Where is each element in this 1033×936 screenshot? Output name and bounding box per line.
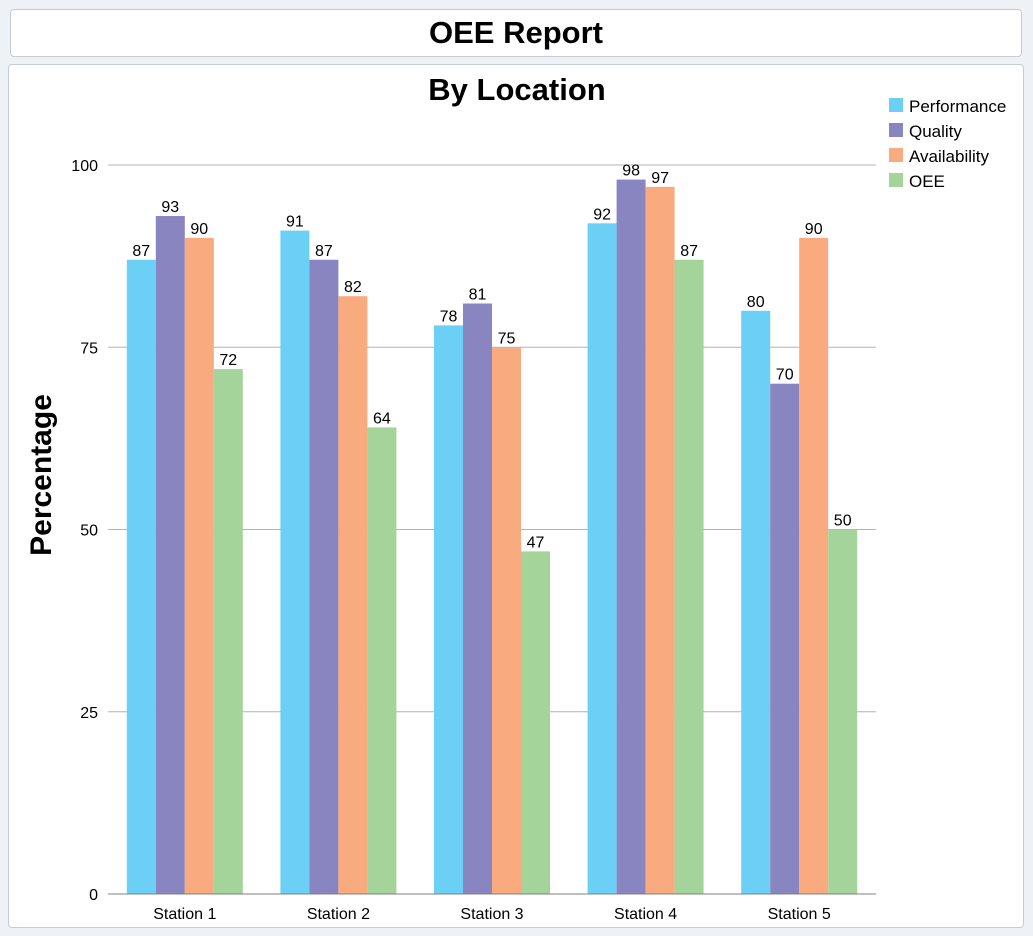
legend-label-availability: Availability xyxy=(909,147,990,166)
y-tick-label: 25 xyxy=(80,705,98,722)
legend-swatch-quality xyxy=(889,123,903,137)
y-tick-label: 50 xyxy=(80,523,98,540)
data-label: 80 xyxy=(747,294,765,311)
data-label: 91 xyxy=(286,214,304,231)
data-label: 90 xyxy=(190,221,208,238)
bar-quality[interactable] xyxy=(155,216,185,894)
bar-oee[interactable] xyxy=(828,529,858,895)
data-label: 90 xyxy=(805,221,823,238)
legend-label-oee: OEE xyxy=(909,172,945,191)
data-label: 87 xyxy=(315,243,333,260)
data-label: 47 xyxy=(527,534,545,551)
y-axis-title: Percentage xyxy=(25,394,58,556)
data-label: 81 xyxy=(469,287,487,304)
bar-performance[interactable] xyxy=(280,230,310,895)
bars xyxy=(126,179,858,895)
legend-label-performance: Performance xyxy=(909,97,1006,116)
data-label: 87 xyxy=(680,243,698,260)
bar-oee[interactable] xyxy=(521,551,550,894)
bar-performance[interactable] xyxy=(434,325,463,894)
bar-availability[interactable] xyxy=(645,186,675,894)
bar-performance[interactable] xyxy=(587,223,617,894)
report-header: OEE Report xyxy=(10,9,1022,57)
report-title: OEE Report xyxy=(429,15,603,50)
data-label: 92 xyxy=(593,206,611,223)
bar-availability[interactable] xyxy=(799,237,829,894)
bar-oee[interactable] xyxy=(674,259,704,894)
data-label: 78 xyxy=(440,308,458,325)
data-label: 64 xyxy=(373,410,391,427)
bar-performance[interactable] xyxy=(741,310,771,894)
data-labels: 87 93 90 72 91 87 82 64 78 81 75 47 92 98 97 87 80 70 90 50 xyxy=(132,163,851,552)
data-label: 93 xyxy=(161,199,179,216)
legend-swatch-oee xyxy=(889,173,903,187)
bar-quality[interactable] xyxy=(463,303,492,894)
bar-availability[interactable] xyxy=(492,347,521,894)
x-tick-label: Station 2 xyxy=(307,906,370,923)
legend-swatch-availability xyxy=(889,148,903,162)
data-label: 87 xyxy=(132,243,150,260)
data-label: 72 xyxy=(219,352,237,369)
x-tick-label: Station 3 xyxy=(460,906,523,923)
data-label: 70 xyxy=(776,367,794,384)
x-tick-label: Station 5 xyxy=(768,906,831,923)
bar-quality[interactable] xyxy=(770,383,800,894)
axes: 0 25 50 75 100 Station 1 Station 2 Station 3 Sta… xyxy=(71,158,876,923)
legend-label-quality: Quality xyxy=(909,122,962,141)
y-tick-label: 0 xyxy=(89,887,98,904)
data-label: 97 xyxy=(651,170,669,187)
bar-availability[interactable] xyxy=(184,237,214,894)
legend-swatch-performance xyxy=(889,98,903,112)
data-label: 98 xyxy=(622,163,640,180)
y-tick-label: 100 xyxy=(71,158,98,175)
bar-quality[interactable] xyxy=(309,259,339,894)
data-label: 50 xyxy=(834,513,852,530)
bar-oee[interactable] xyxy=(367,427,397,894)
x-tick-label: Station 4 xyxy=(614,906,677,923)
data-label: 75 xyxy=(498,330,516,347)
y-tick-label: 75 xyxy=(80,340,98,357)
legend: Performance Quality Availability OEE xyxy=(889,97,1006,191)
bar-quality[interactable] xyxy=(616,179,646,894)
data-label: 82 xyxy=(344,279,362,296)
chart-title: By Location xyxy=(428,72,605,107)
bar-oee[interactable] xyxy=(213,369,243,894)
x-tick-label: Station 1 xyxy=(153,906,216,923)
bar-performance[interactable] xyxy=(126,259,156,894)
bar-availability[interactable] xyxy=(338,296,368,895)
